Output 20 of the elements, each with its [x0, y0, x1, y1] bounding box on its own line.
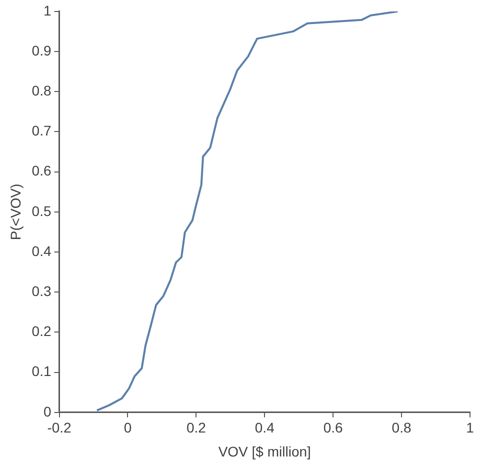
x-tick-label: 0.4 — [254, 420, 275, 436]
y-tick-label: 1 — [43, 2, 52, 18]
y-tick-label: 0.2 — [32, 323, 52, 340]
x-tick-label: 0.2 — [186, 420, 206, 436]
y-tick-label: 0.6 — [32, 162, 52, 179]
y-tick-label: 0.4 — [32, 242, 52, 259]
y-tick-label: 0.3 — [32, 282, 52, 299]
x-tick-label: 0 — [124, 420, 132, 436]
y-axis-title: P(<VOV) — [7, 184, 24, 240]
y-tick-label: 0.7 — [32, 122, 52, 139]
y-tick-label: 0.8 — [32, 82, 52, 98]
x-tick-label: -0.2 — [47, 420, 72, 436]
x-axis-title: VOV [$ million] — [218, 443, 311, 460]
x-tick-label: 0.8 — [392, 420, 412, 436]
x-tick-label: 0.6 — [323, 420, 344, 436]
y-tick-label: 0.9 — [32, 42, 52, 58]
y-tick-label: 0.1 — [32, 363, 52, 380]
x-tick-label: 1 — [466, 420, 474, 436]
y-tick-label: 0 — [43, 403, 52, 420]
y-tick-label: 0.5 — [32, 202, 52, 219]
